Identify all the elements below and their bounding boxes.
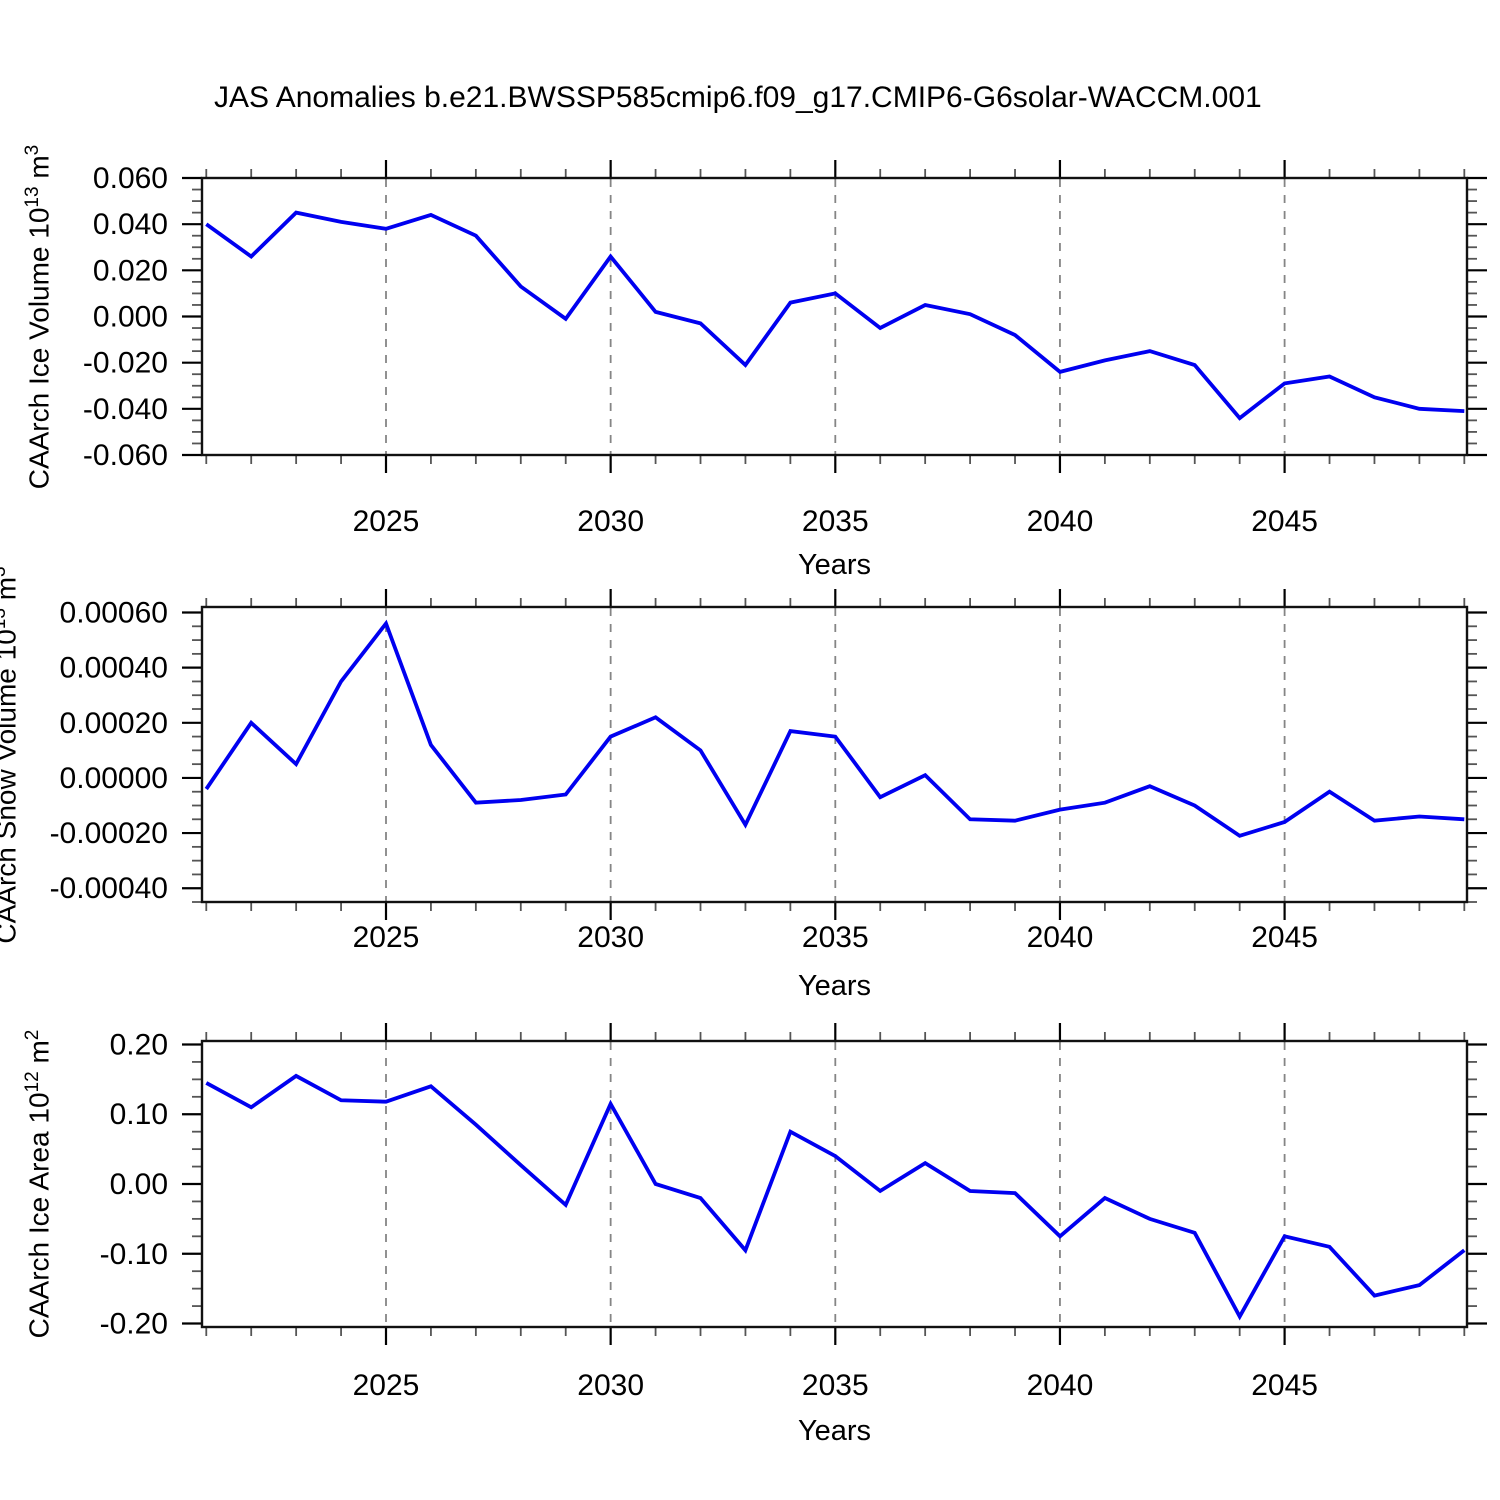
x-tick-label: 2040 xyxy=(1027,921,1094,954)
x-tick-label: 2045 xyxy=(1251,505,1318,538)
y-axis-label-ice-area: CAArch Ice Area 1012 m2 xyxy=(22,1029,55,1339)
y-tick-label: 0.000 xyxy=(93,301,168,334)
data-line xyxy=(205,210,1465,421)
x-tick-label: 2035 xyxy=(802,505,869,538)
x-axis-title: Years xyxy=(798,970,871,1002)
x-tick-label: 2030 xyxy=(577,505,644,538)
y-tick-label: -0.20 xyxy=(100,1308,168,1341)
y-tick-label: 0.20 xyxy=(110,1028,168,1061)
y-tick-label: 0.00 xyxy=(110,1168,168,1201)
x-tick-label: 2035 xyxy=(802,1369,869,1402)
y-tick-label: 0.10 xyxy=(110,1098,168,1131)
y-tick-label: 0.00060 xyxy=(60,597,168,630)
y-tick-label: 0.00040 xyxy=(60,652,168,685)
x-axis-title: Years xyxy=(798,1415,871,1447)
x-tick-label: 2025 xyxy=(353,1369,420,1402)
y-tick-label: 0.00000 xyxy=(60,762,168,795)
figure-title: JAS Anomalies b.e21.BWSSP585cmip6.f09_g1… xyxy=(214,81,1262,114)
y-tick-label: -0.020 xyxy=(83,347,168,380)
y-tick-label: -0.00020 xyxy=(50,817,168,850)
y-tick-label: 0.020 xyxy=(93,254,168,287)
y-tick-label: 0.040 xyxy=(93,208,168,241)
y-tick-label: -0.10 xyxy=(100,1238,168,1271)
x-tick-label: 2030 xyxy=(577,1369,644,1402)
y-tick-label: 0.00020 xyxy=(60,707,168,740)
y-tick-label: -0.00040 xyxy=(50,872,168,905)
x-tick-label: 2040 xyxy=(1027,1369,1094,1402)
x-tick-label: 2025 xyxy=(353,921,420,954)
y-tick-label: 0.060 xyxy=(93,162,168,195)
plot-box xyxy=(200,605,1469,904)
data-line xyxy=(204,619,1465,838)
plot-box xyxy=(200,176,1469,457)
x-tick-label: 2030 xyxy=(577,921,644,954)
y-tick-label: -0.040 xyxy=(83,393,168,426)
x-tick-label: 2045 xyxy=(1251,921,1318,954)
x-tick-label: 2035 xyxy=(802,921,869,954)
data-line xyxy=(205,1073,1466,1321)
plot-box xyxy=(200,1039,1469,1329)
x-tick-label: 2025 xyxy=(353,505,420,538)
x-tick-label: 2040 xyxy=(1027,505,1094,538)
y-tick-label: -0.060 xyxy=(83,439,168,472)
x-tick-label: 2045 xyxy=(1251,1369,1318,1402)
x-axis-title: Years xyxy=(798,549,871,581)
